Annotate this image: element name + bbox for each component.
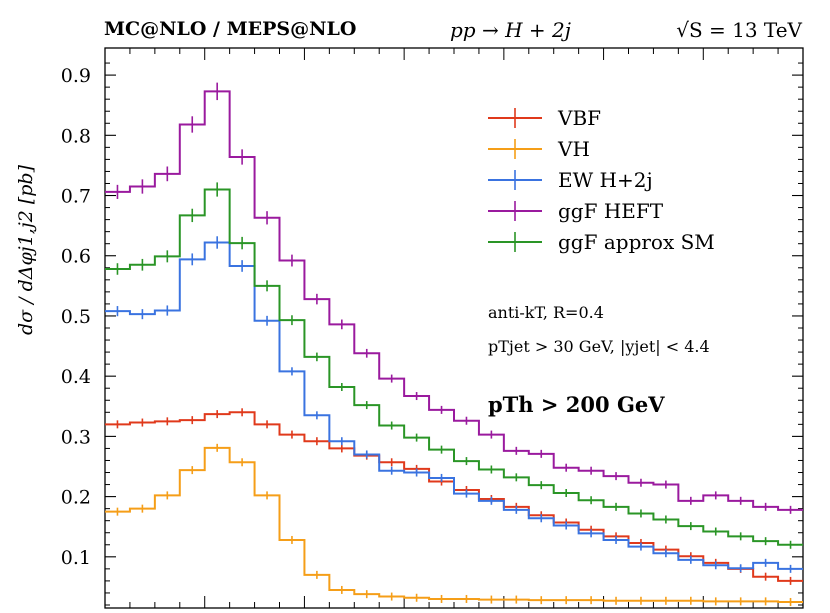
y-tick-label: 0.9 (61, 65, 91, 87)
y-tick-label: 0.4 (61, 366, 91, 388)
legend-label-vbf: VBF (557, 106, 601, 130)
legend-label-ew-h-2j: EW H+2j (558, 168, 653, 192)
y-tick-label: 0.2 (61, 487, 91, 509)
axis-ticks: 0.1 0.2 0.3 0.4 0.5 0.6 0.7 0.8 0.9 (61, 48, 804, 608)
y-tick-label: 0.3 (61, 426, 91, 448)
series-line-ggf-heft (105, 90, 803, 511)
plot-frame (104, 47, 804, 609)
header-process-label: pp → H + 2j (450, 18, 571, 42)
y-axis-label: dσ / dΔφj1,j2 [pb] (15, 164, 37, 335)
y-tick-label: 0.1 (61, 547, 91, 569)
series-line-vh (105, 446, 803, 603)
y-tick-label: 0.7 (61, 186, 91, 208)
legend-label-vh: VH (557, 137, 590, 161)
legend-label-ggf-heft: ggF HEFT (558, 199, 664, 223)
legend: VBF VH EW H+2j ggF HEFT ggF approx SM (488, 106, 715, 254)
annotation-jet-algorithm: anti-kT, R=0.4 (488, 303, 604, 322)
header-energy-label: √S = 13 TeV (676, 18, 802, 42)
legend-label-ggf-approx-sm: ggF approx SM (558, 230, 715, 254)
series-line-ggf-approx-sm (105, 188, 803, 546)
annotation-jet-cuts: pTjet > 30 GeV, |yjet| < 4.4 (488, 337, 710, 356)
series-line-ew-h-2j (105, 241, 803, 570)
y-tick-label: 0.5 (61, 306, 91, 328)
y-tick-label: 0.6 (61, 246, 91, 268)
y-tick-label: 0.8 (61, 125, 91, 147)
annotation-higgs-cut: pTh > 200 GeV (488, 392, 665, 417)
header-generator-label: MC@NLO / MEPS@NLO (104, 18, 357, 40)
series-line-vbf (105, 411, 803, 582)
series-group (105, 82, 803, 606)
